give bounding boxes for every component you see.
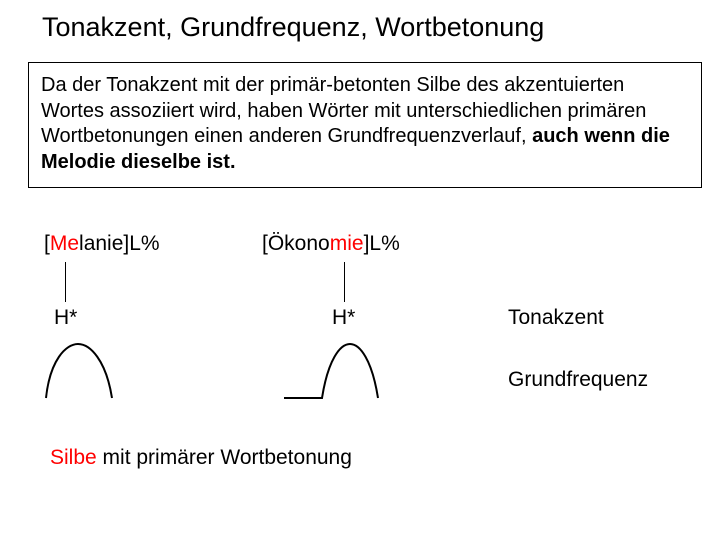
example1-rest: lanie]L% xyxy=(79,232,160,255)
label-grundfrequenz: Grundfrequenz xyxy=(508,368,648,392)
example1-f0-curve xyxy=(44,340,114,400)
example2-before: [Ökono xyxy=(262,232,330,255)
example2-hstar: H* xyxy=(332,306,355,330)
caption-primary-stress: Silbe mit primärer Wortbetonung xyxy=(50,446,352,470)
example2-rest: ]L% xyxy=(364,232,400,255)
example1-word: [Melanie]L% xyxy=(44,232,160,256)
caption-rest: mit primärer Wortbetonung xyxy=(97,446,352,469)
label-tonakzent: Tonakzent xyxy=(508,306,604,330)
slide: Tonakzent, Grundfrequenz, Wortbetonung D… xyxy=(0,0,720,540)
example1-association-line xyxy=(65,262,66,302)
example2-association-line xyxy=(344,262,345,302)
example1-hstar: H* xyxy=(54,306,77,330)
example2-f0-curve xyxy=(282,340,382,400)
example2-stressed-syllable: mie xyxy=(330,232,364,255)
paragraph-box: Da der Tonakzent mit der primär-betonten… xyxy=(28,62,702,188)
slide-title: Tonakzent, Grundfrequenz, Wortbetonung xyxy=(42,12,544,43)
example1-stressed-syllable: Me xyxy=(50,232,79,255)
example2-word: [Ökonomie]L% xyxy=(262,232,400,256)
caption-word-silbe: Silbe xyxy=(50,446,97,469)
